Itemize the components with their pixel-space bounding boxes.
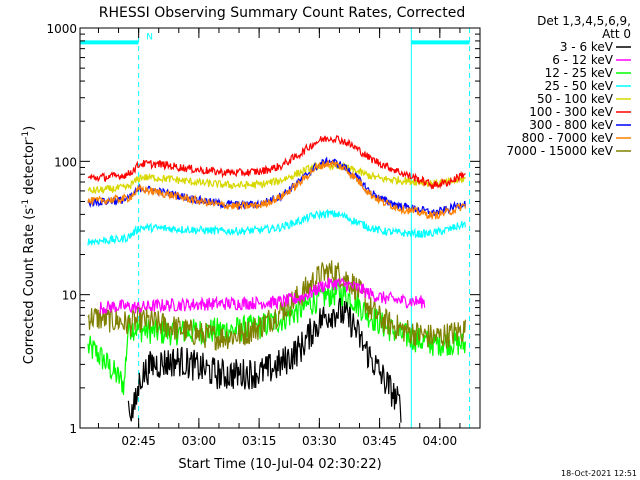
legend-entry-label: 3 - 6 keV [560, 40, 614, 54]
y-tick-label: 10 [62, 289, 77, 303]
series-line-8 [87, 260, 466, 351]
series-8 [87, 260, 466, 351]
legend-entry-label: 12 - 25 keV [545, 66, 614, 80]
y-tick-label: 1 [69, 422, 77, 436]
night-label: N [146, 32, 153, 42]
series-line-7 [87, 159, 466, 220]
timestamp: 18-Oct-2021 12:51 [561, 469, 637, 478]
series-line-4 [87, 159, 466, 194]
series-line-5 [87, 134, 466, 190]
series-1 [99, 277, 426, 315]
x-tick-label: 03:30 [302, 434, 337, 448]
y-axis-label-main: Corrected Count Rate (s [22, 208, 37, 365]
x-tick-label: 03:15 [242, 434, 277, 448]
y-tick-label: 100 [54, 155, 77, 169]
y-axis-label-end: ) [22, 126, 37, 131]
x-axis-label: Start Time (10-Jul-04 02:30:22) [178, 457, 381, 472]
legend-header-line-2: Att 0 [602, 27, 631, 41]
x-tick-label: 03:00 [182, 434, 217, 448]
chart-title: RHESSI Observing Summary Count Rates, Co… [99, 5, 465, 21]
x-tick-label: 03:45 [362, 434, 397, 448]
plot-frame [79, 27, 481, 429]
legend-entry-label: 25 - 50 keV [545, 79, 614, 93]
legend-entry-label: 7000 - 15000 keV [506, 144, 613, 158]
legend-entry-label: 300 - 800 keV [529, 118, 613, 132]
y-tick-label: 1000 [46, 22, 77, 36]
x-tick-label: 04:00 [423, 434, 458, 448]
y-axis-label-mid: detector [22, 139, 37, 199]
legend-header-line-1: Det 1,3,4,5,6,9, [537, 14, 631, 28]
series-0 [127, 297, 402, 423]
axes: 1 10 100 1000 02:45 03:00 03:15 03:30 03:45 04:00 [46, 22, 481, 448]
series-line-1 [99, 277, 426, 315]
legend-entry-label: 6 - 12 keV [552, 53, 614, 67]
series-4 [87, 159, 466, 194]
legend-entry-label: 800 - 7000 keV [522, 131, 614, 145]
series-7 [87, 159, 466, 220]
series-5 [87, 134, 466, 190]
y-axis-label-sup1: -1 [21, 199, 31, 208]
series-line-3 [87, 208, 466, 246]
legend-entry-label: 100 - 300 keV [529, 105, 613, 119]
series-line-0 [127, 297, 402, 423]
plot-area: N [80, 28, 471, 428]
x-tick-label: 02:45 [121, 434, 156, 448]
legend-entry-label: 50 - 100 keV [537, 92, 614, 106]
y-axis-label-sup2: -1 [21, 131, 31, 140]
y-axis-label: Corrected Count Rate (s-1 detector-1) [21, 126, 37, 364]
series-3 [87, 208, 466, 246]
